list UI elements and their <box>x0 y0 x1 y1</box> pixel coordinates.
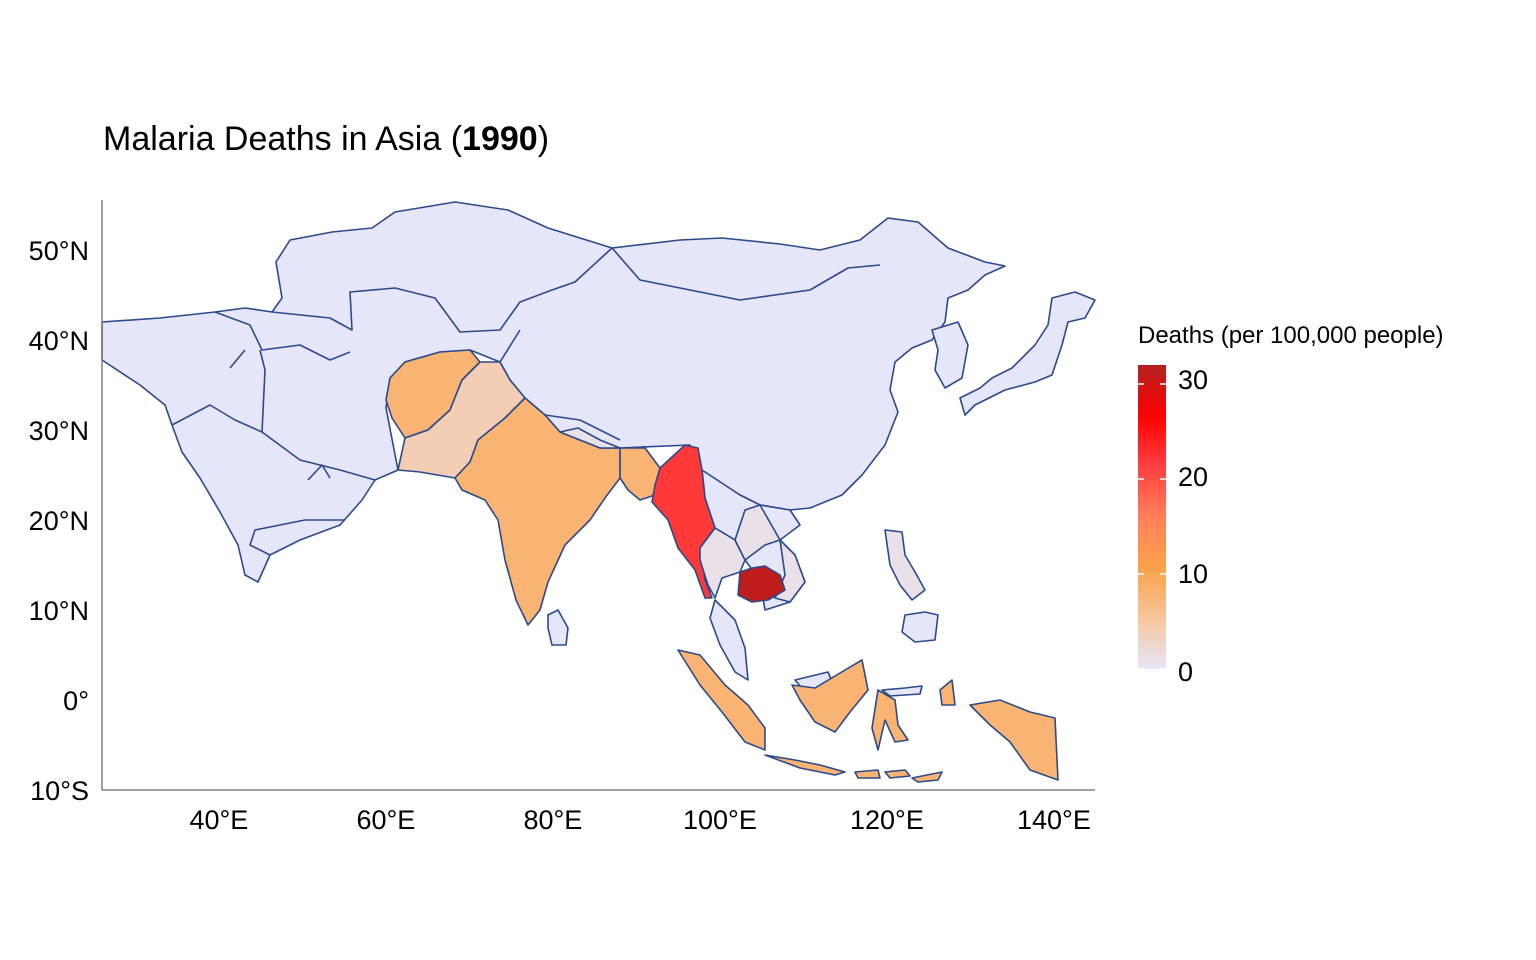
region-shape[interactable] <box>969 699 1059 781</box>
x-tick-80: 80°E <box>523 805 582 835</box>
y-tick-labels: 50°N 40°N 30°N 20°N 10°N 0° 10°S <box>29 236 89 806</box>
region-shape[interactable] <box>764 754 846 776</box>
x-tick-labels: 40°E 60°E 80°E 100°E 120°E 140°E <box>189 805 1090 835</box>
internal-border <box>249 519 345 556</box>
region-shape[interactable] <box>931 321 969 389</box>
internal-border <box>271 247 613 333</box>
region-shape[interactable] <box>101 201 1006 583</box>
legend-colorbar <box>1138 365 1166 670</box>
legend-tick-20: 20 <box>1178 462 1209 492</box>
x-tick-120: 120°E <box>850 805 924 835</box>
internal-border <box>214 311 351 361</box>
map-layer <box>101 201 1096 783</box>
x-tick-40: 40°E <box>189 805 248 835</box>
legend-tick-0: 0 <box>1178 657 1194 687</box>
y-tick-20: 20°N <box>29 506 89 536</box>
y-tick-40: 40°N <box>29 326 89 356</box>
x-tick-140: 140°E <box>1017 805 1091 835</box>
region-shape[interactable] <box>791 659 869 733</box>
legend-title: Deaths (per 100,000 people) <box>1138 322 1444 349</box>
internal-border <box>611 247 881 301</box>
region-shape[interactable] <box>911 771 943 783</box>
legend-tick-10: 10 <box>1178 559 1209 589</box>
region-cambodia[interactable] <box>737 565 786 603</box>
internal-border <box>499 329 521 363</box>
y-tick-30: 30°N <box>29 416 89 446</box>
region-indonesia[interactable] <box>677 649 1059 783</box>
title-suffix: ) <box>537 120 550 158</box>
internal-border <box>229 349 246 369</box>
internal-border <box>259 349 266 433</box>
region-shape[interactable] <box>901 611 939 643</box>
legend-tick-30: 30 <box>1178 365 1209 395</box>
region-shape[interactable] <box>454 397 621 626</box>
x-tick-60: 60°E <box>356 805 415 835</box>
region-shape[interactable] <box>884 769 911 779</box>
region-philippines[interactable] <box>884 529 926 601</box>
region-shape[interactable] <box>737 565 786 603</box>
internal-border <box>544 414 621 441</box>
chart-title: Malaria Deaths in Asia (1990) <box>103 120 549 159</box>
region-bangladesh[interactable] <box>619 447 661 501</box>
region-shape[interactable] <box>854 769 881 779</box>
region-india[interactable] <box>454 397 621 626</box>
region-nepal[interactable] <box>559 427 621 449</box>
region-shape[interactable] <box>881 685 923 697</box>
y-tick-0: 0° <box>63 686 89 716</box>
title-year: 1990 <box>462 120 538 158</box>
region-shape[interactable] <box>619 447 661 501</box>
y-tick--10: 10°S <box>30 776 89 806</box>
region-shape[interactable] <box>871 689 909 751</box>
region-shape[interactable] <box>884 529 926 601</box>
region-shape[interactable] <box>547 609 569 646</box>
internal-border <box>307 464 331 481</box>
title-prefix: Malaria Deaths in Asia ( <box>103 120 463 158</box>
region-shape[interactable] <box>959 291 1096 416</box>
y-tick-50: 50°N <box>29 236 89 266</box>
x-tick-100: 100°E <box>683 805 757 835</box>
y-tick-10: 10°N <box>29 596 89 626</box>
region-shape[interactable] <box>939 679 956 706</box>
region-shape[interactable] <box>709 599 749 681</box>
region-shape[interactable] <box>677 649 766 751</box>
region-shape[interactable] <box>559 427 621 449</box>
legend-gradient-bar <box>1138 365 1166 669</box>
